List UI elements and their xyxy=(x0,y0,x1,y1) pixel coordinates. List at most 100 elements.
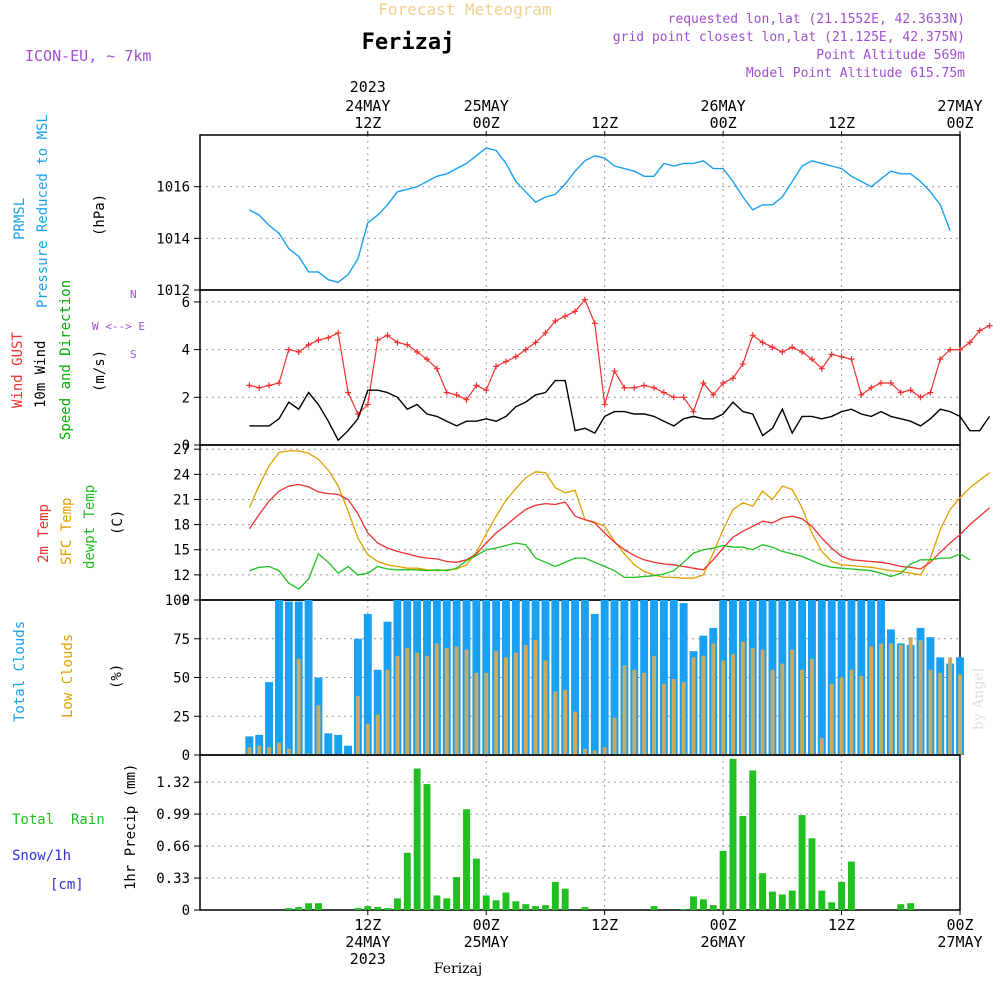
rain-bar xyxy=(828,902,836,910)
total-clouds-label: Total Clouds xyxy=(12,621,28,722)
wind-gust-point xyxy=(483,387,490,394)
wind-unit: (m/s) xyxy=(92,350,108,392)
top-tick-label: 26MAY xyxy=(701,97,746,115)
total-cloud-bar xyxy=(334,734,343,755)
low-cloud-bar xyxy=(425,655,429,755)
wind-gust-point xyxy=(621,384,628,391)
wind-gust-point xyxy=(443,389,450,396)
total-cloud-bar xyxy=(610,600,619,755)
total-cloud-bar xyxy=(561,600,570,755)
wind-gust-point xyxy=(897,389,904,396)
rain-bar xyxy=(699,899,707,910)
rain-bar xyxy=(709,905,717,910)
wind-gust-point xyxy=(878,380,885,386)
bottom-tick-label: 12Z xyxy=(591,916,618,934)
low-cloud-bar xyxy=(504,657,508,755)
rain-bar xyxy=(532,906,540,910)
low-cloud-bar xyxy=(296,658,301,755)
watermark: by Angel xyxy=(971,667,987,730)
bottom-tick-label: 00Z xyxy=(473,916,500,934)
rain-bar xyxy=(403,852,411,910)
wind-gust-point xyxy=(660,389,667,396)
wind-gust-point xyxy=(572,308,579,315)
rain-bar xyxy=(384,908,391,910)
wind-labels: Wind GUST 10m Wind Speed and Direction (… xyxy=(10,280,145,440)
low-cloud-bar xyxy=(494,651,499,755)
precip-labels: Total Rain Snow/1h [cm] 1hr Precip (mm) xyxy=(12,764,139,893)
rain-bar xyxy=(897,904,905,910)
bottom-tick-label: 24MAY xyxy=(345,933,390,951)
low-cloud-bar xyxy=(711,643,716,755)
top-tick-label: 00Z xyxy=(946,114,973,132)
wind-gust-point xyxy=(581,296,588,303)
total-cloud-bar xyxy=(590,613,599,755)
temperature-ytick-label-3: 18 xyxy=(173,518,190,534)
rain-bar xyxy=(749,770,757,910)
rain-bar xyxy=(769,891,776,910)
top-tick-label: 24MAY xyxy=(345,97,390,115)
pressure-panel: 1012 1014 1016 xyxy=(156,134,961,299)
wind-gust-point xyxy=(670,394,677,401)
clouds-ytick-label-1: 25 xyxy=(173,709,190,725)
wind-gust-label: Wind GUST xyxy=(10,332,26,408)
rain-bar xyxy=(739,816,747,910)
rain-bar xyxy=(551,881,559,910)
pressure-frame xyxy=(199,134,961,291)
wind-gust-point xyxy=(779,349,786,355)
top-tick-label: 27MAY xyxy=(937,97,982,115)
wind-gust-point xyxy=(493,363,500,370)
wind-gust-point xyxy=(690,408,697,415)
wind-gust-point xyxy=(966,339,973,346)
low-cloud-bar xyxy=(405,648,410,755)
wind-gust-point xyxy=(631,384,638,391)
low-cloud-bar xyxy=(829,683,834,755)
low-cloud-bar xyxy=(444,648,449,755)
clouds-unit: (%) xyxy=(109,664,125,689)
wind-gust-point xyxy=(611,368,618,375)
low-cloud-bar xyxy=(869,646,874,755)
rain-bar xyxy=(423,784,431,910)
rain-label: Total Rain xyxy=(12,812,105,828)
low-cloud-bar xyxy=(434,643,439,755)
wind-gust-point xyxy=(789,344,796,351)
footer-location: Ferizaj xyxy=(434,961,482,977)
temperature-frame xyxy=(199,444,961,601)
wind-gust-line xyxy=(249,298,990,416)
low-cloud-bar xyxy=(632,669,637,755)
low-cloud-bar xyxy=(879,643,884,755)
pressure-labels: PRMSL Pressure Reduced to MSL (hPa) xyxy=(12,114,108,308)
low-cloud-bar xyxy=(948,657,953,755)
bottom-tick-label: 25MAY xyxy=(464,933,509,951)
pressure-label-full: Pressure Reduced to MSL xyxy=(35,114,51,308)
low-cloud-bar xyxy=(573,711,578,755)
temp-2m-line xyxy=(248,483,991,571)
total-cloud-bar xyxy=(551,600,560,755)
requested-coords: requested lon,lat (21.1552E, 42.3633N) xyxy=(668,12,965,27)
rain-bar xyxy=(295,907,303,910)
low-cloud-bar xyxy=(760,649,765,755)
temperature-ytick-label-5: 24 xyxy=(173,467,190,483)
precip-ytick-label-4: 1.32 xyxy=(156,775,190,791)
pressure-ytick-label-0: 1012 xyxy=(156,283,190,299)
total-cloud-bar xyxy=(669,600,678,755)
clouds-ytick-label-4: 100 xyxy=(165,593,190,609)
rain-bar xyxy=(512,901,520,910)
wind-gust-point xyxy=(641,382,648,389)
low-cloud-bar xyxy=(582,748,587,755)
rain-bar xyxy=(354,908,362,910)
temperature-ytick-label-6: 27 xyxy=(173,442,190,458)
wind-dir-label: Speed and Direction xyxy=(58,280,74,440)
low-cloud-bar xyxy=(464,649,469,755)
top-tick-label: 00Z xyxy=(473,114,500,132)
wind-gust-point xyxy=(818,365,825,372)
low-cloud-bar xyxy=(454,646,459,755)
total-cloud-bar xyxy=(679,603,688,755)
wind-ytick-label-3: 6 xyxy=(182,295,190,311)
wind-gust-point xyxy=(295,349,302,355)
low-cloud-bar xyxy=(553,691,558,755)
wind-gust-point xyxy=(453,391,460,398)
wind-ytick-label-0: 0 xyxy=(182,438,190,454)
